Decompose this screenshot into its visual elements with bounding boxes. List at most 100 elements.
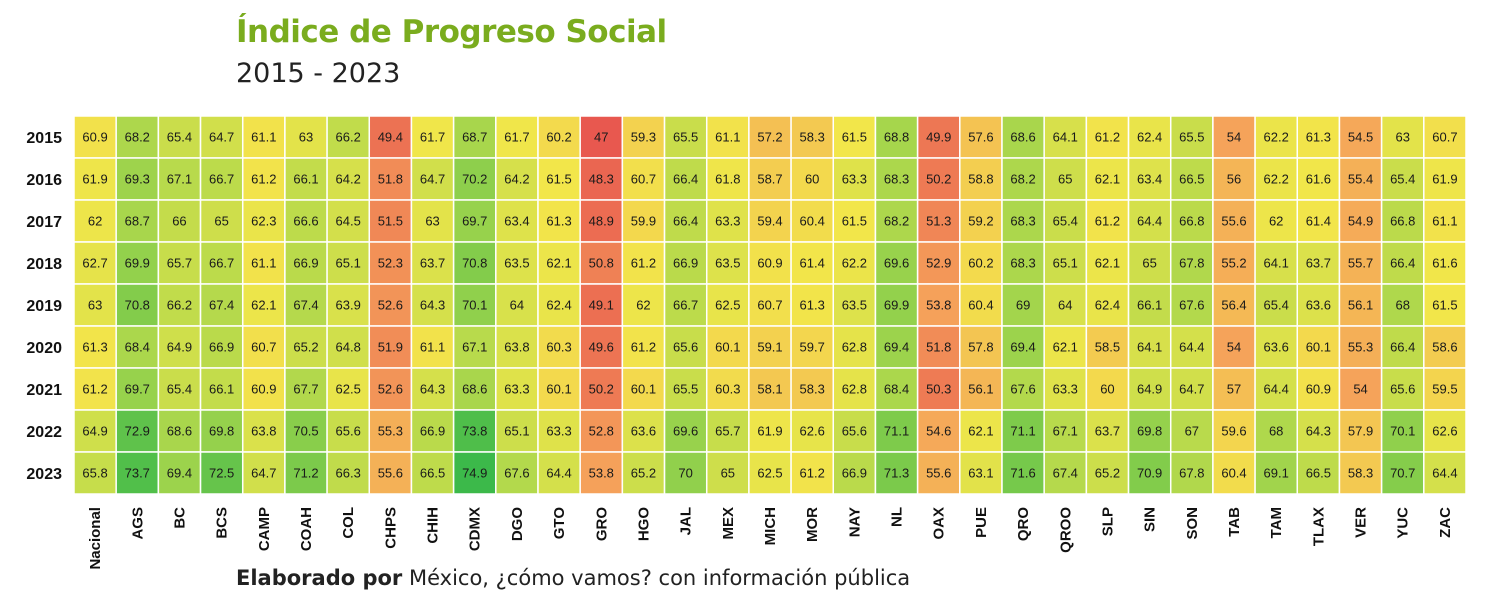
cell-value-label: 64.9 [1137, 382, 1162, 397]
heatmap-cell [368, 241, 413, 285]
heatmap-cell [579, 409, 624, 453]
column-label-state: DGO [509, 507, 526, 542]
column-label-state: MICH [762, 507, 779, 545]
cell-value-label: 60.9 [251, 382, 276, 397]
cell-value-label: 62.1 [1095, 256, 1120, 271]
cell-value-label: 73.8 [462, 424, 487, 439]
heatmap-cell [368, 157, 413, 201]
cell-value-label: 72.5 [209, 466, 234, 481]
cell-value-label: 66.1 [1137, 298, 1162, 313]
cell-value-label: 66.4 [673, 172, 698, 187]
cell-value-label: 60.9 [82, 130, 107, 145]
cell-value-label: 65 [1058, 172, 1072, 187]
cell-value-label: 57.6 [968, 130, 993, 145]
heatmap-cell [1169, 199, 1214, 243]
cell-value-label: 68.6 [462, 382, 487, 397]
cell-value-label: 52.8 [589, 424, 614, 439]
cell-value-label: 53.8 [589, 466, 614, 481]
cell-value-label: 69.4 [884, 340, 909, 355]
heatmap-cell [1085, 451, 1130, 495]
cell-value-label: 61.6 [1432, 256, 1457, 271]
cell-value-label: 66.9 [293, 256, 318, 271]
cell-value-label: 61.3 [1306, 130, 1331, 145]
cell-value-label: 62.5 [336, 382, 361, 397]
row-label-year: 2020 [26, 340, 62, 357]
cell-value-label: 60 [1100, 382, 1114, 397]
cell-value-label: 63.8 [251, 424, 276, 439]
cell-value-label: 65.4 [1264, 298, 1289, 313]
heatmap-cell [1212, 325, 1256, 369]
cell-value-label: 66.1 [209, 382, 234, 397]
cell-value-label: 54.9 [1348, 214, 1373, 229]
cell-value-label: 68.3 [1010, 256, 1035, 271]
cell-value-label: 61.1 [420, 340, 445, 355]
cell-value-label: 68.7 [125, 214, 150, 229]
column-label-state: TAB [1226, 507, 1243, 537]
cell-value-label: 65.1 [336, 256, 361, 271]
heatmap-cell [1085, 367, 1130, 411]
heatmap-cell [663, 367, 708, 411]
cell-value-label: 61.8 [715, 172, 740, 187]
cell-value-label: 67.7 [293, 382, 318, 397]
heatmap-cell [1043, 367, 1088, 411]
cell-value-label: 68.8 [884, 130, 909, 145]
cell-value-label: 58.1 [757, 382, 782, 397]
heatmap-cell [1254, 241, 1299, 285]
cell-value-label: 63.3 [715, 214, 740, 229]
heatmap-cell [916, 283, 961, 327]
cell-value-label: 60.7 [251, 340, 276, 355]
heatmap-cell [1380, 367, 1425, 411]
cell-value-label: 62.3 [251, 214, 276, 229]
source-text: México, ¿cómo vamos? con información púb… [402, 566, 911, 590]
cell-value-label: 66.8 [1390, 214, 1415, 229]
cell-value-label: 68.3 [884, 172, 909, 187]
cell-value-label: 50.2 [589, 382, 614, 397]
cell-value-label: 49.9 [926, 130, 951, 145]
heatmap-cell [621, 157, 666, 201]
heatmap-cell [874, 451, 919, 495]
cell-value-label: 50.2 [926, 172, 951, 187]
cell-value-label: 61.4 [1306, 214, 1331, 229]
heatmap-cell [73, 451, 117, 495]
cell-value-label: 61.2 [1095, 130, 1120, 145]
heatmap-cell [368, 367, 413, 411]
heatmap-cell [579, 283, 624, 327]
cell-value-label: 66.7 [673, 298, 698, 313]
heatmap-cell [73, 325, 117, 369]
heatmap-cell [1169, 283, 1214, 327]
cell-value-label: 60.3 [715, 382, 740, 397]
cell-value-label: 61.7 [504, 130, 529, 145]
heatmap-cell [284, 283, 328, 327]
source-bold: Elaborado por [236, 566, 403, 590]
cell-value-label: 51.5 [378, 214, 403, 229]
heatmap-cell [410, 157, 455, 201]
heatmap-cell [748, 283, 792, 327]
cell-value-label: 60.9 [757, 256, 782, 271]
cell-value-label: 61.3 [800, 298, 825, 313]
cell-value-label: 59.1 [757, 340, 782, 355]
column-label-state: YUC [1395, 507, 1412, 539]
heatmap-cell [579, 115, 624, 159]
cell-value-label: 57 [1227, 382, 1241, 397]
source-note: Elaborado por México, ¿cómo vamos? con i… [236, 566, 910, 590]
cell-value-label: 55.3 [378, 424, 403, 439]
heatmap-cell [115, 367, 160, 411]
cell-value-label: 60.1 [1306, 340, 1331, 355]
cell-value-label: 69.8 [209, 424, 234, 439]
cell-value-label: 64.7 [251, 466, 276, 481]
heatmap-cell [326, 241, 371, 285]
heatmap-cell [1085, 325, 1130, 369]
cell-value-label: 61.3 [82, 340, 107, 355]
cell-value-label: 57.8 [968, 340, 993, 355]
cell-value-label: 68 [1395, 298, 1409, 313]
heatmap-cell [1212, 157, 1256, 201]
cell-value-label: 70 [678, 466, 692, 481]
cell-value-label: 58.6 [1432, 340, 1457, 355]
cell-value-label: 61.3 [546, 214, 571, 229]
cell-value-label: 58.7 [757, 172, 782, 187]
cell-value-label: 70.5 [293, 424, 318, 439]
heatmap-cell [1169, 451, 1214, 495]
cell-value-label: 50.3 [926, 382, 951, 397]
cell-value-label: 66.2 [336, 130, 361, 145]
heatmap-cell [1254, 367, 1299, 411]
